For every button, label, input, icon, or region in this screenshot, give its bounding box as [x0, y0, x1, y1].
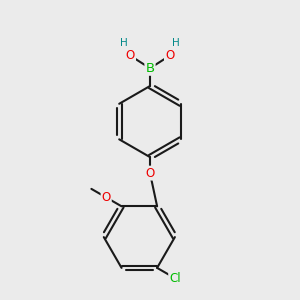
Text: Cl: Cl: [169, 272, 181, 285]
Text: O: O: [146, 167, 154, 180]
Text: O: O: [126, 49, 135, 62]
Text: H: H: [120, 38, 128, 48]
Text: O: O: [101, 191, 111, 204]
Text: O: O: [165, 49, 174, 62]
Text: B: B: [146, 62, 154, 75]
Text: H: H: [172, 38, 180, 48]
